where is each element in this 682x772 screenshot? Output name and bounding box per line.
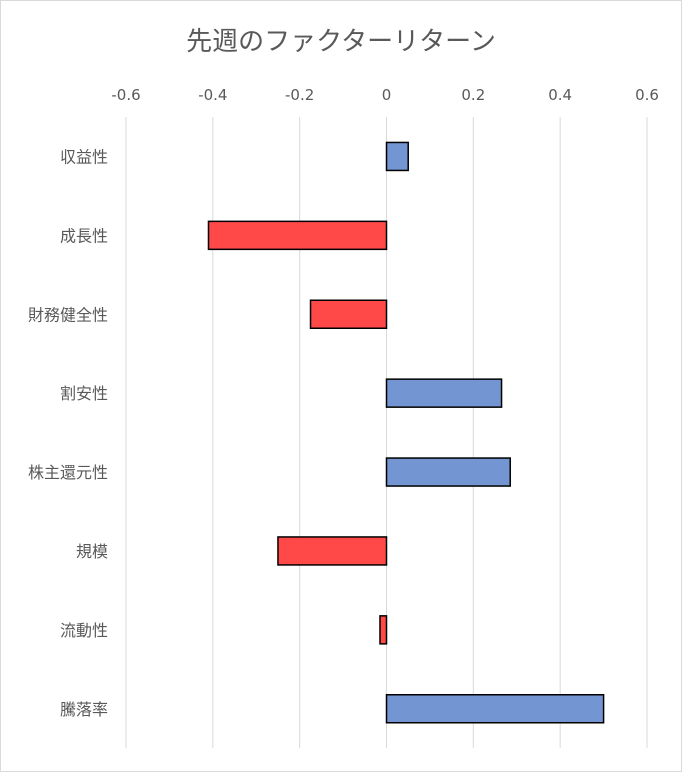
- category-label: 収益性: [60, 147, 108, 166]
- bar: [379, 615, 388, 645]
- x-tick-label: 0.6: [635, 86, 659, 104]
- x-tick-label: -0.2: [285, 86, 314, 104]
- bar: [385, 141, 409, 172]
- bar: [207, 220, 388, 251]
- category-label: 財務健全性: [28, 305, 108, 324]
- bar: [277, 536, 388, 566]
- x-tick-label: -0.4: [198, 86, 227, 104]
- bar: [309, 299, 388, 329]
- x-tick-label: 0: [382, 86, 392, 104]
- bar: [385, 457, 511, 487]
- category-label: 規模: [76, 542, 108, 561]
- x-tick-labels: -0.6 -0.4 -0.2 0 0.2 0.4 0.6: [111, 86, 659, 104]
- x-tick-label: 0.2: [461, 86, 485, 104]
- chart-title: 先週のファクターリターン: [186, 27, 496, 57]
- bar: [385, 378, 503, 408]
- bars: [207, 141, 605, 724]
- category-label: 成長性: [60, 226, 108, 245]
- category-label: 流動性: [60, 621, 108, 640]
- x-tick-label: 0.4: [548, 86, 572, 104]
- category-label: 割安性: [60, 384, 108, 403]
- category-label: 株主還元性: [28, 463, 108, 482]
- category-label: 騰落率: [60, 700, 108, 719]
- bar: [385, 694, 605, 724]
- x-tick-label: -0.6: [111, 86, 140, 104]
- gridlines: [125, 117, 648, 748]
